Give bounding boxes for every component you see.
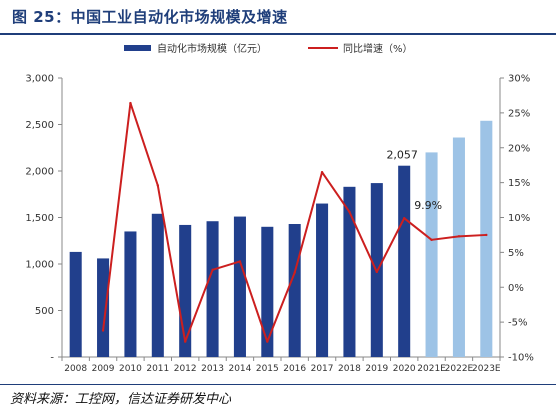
line-point <box>430 238 433 242</box>
bar <box>425 152 438 357</box>
y-left-tick-label: - <box>50 353 54 364</box>
x-tick-label: 2016 <box>283 364 306 374</box>
x-tick-label: 2013 <box>201 364 224 374</box>
y-left-tick-label: 1,500 <box>25 213 54 224</box>
y-left-tick-label: 500 <box>35 306 54 317</box>
x-tick-label: 2012 <box>174 364 197 374</box>
line-point <box>238 260 242 263</box>
y-left-tick-label: 3,000 <box>25 74 54 85</box>
y-right-tick-label: 15% <box>508 178 530 189</box>
line-point <box>266 340 269 343</box>
legend-bar-label: 自动化市场规模（亿元） <box>157 42 267 55</box>
legend-line-label: 同比增速（%） <box>343 42 413 55</box>
line-point <box>211 268 214 272</box>
y-right-tick-label: 25% <box>508 108 530 119</box>
x-tick-label: 2021E <box>417 364 446 374</box>
y-right-tick-label: -10% <box>508 353 534 364</box>
x-tick-label: 2019 <box>365 364 388 374</box>
line-point <box>101 329 105 332</box>
chart: 自动化市场规模（亿元） 同比增速（%） - 500 1,000 1,500 2,000 2… <box>25 42 533 375</box>
bar <box>452 137 465 357</box>
y-right-tick-label: 10% <box>508 213 530 224</box>
line-point <box>348 210 351 214</box>
chart-axes: - 500 1,000 1,500 2,000 2,500 3,000 -10% -5% 0% 5%… <box>25 74 533 375</box>
bar <box>124 231 137 357</box>
bar <box>151 213 164 357</box>
legend-bar-swatch <box>124 45 151 51</box>
y-left-tick-label: 2,000 <box>25 167 54 178</box>
x-tick-label: 2008 <box>64 364 87 374</box>
x-tick-label: 2022E <box>445 364 474 374</box>
y-right-tick-label: 5% <box>508 248 524 259</box>
line-value-label: 9.9% <box>414 199 442 212</box>
line-point <box>293 271 296 274</box>
chart-title: 图 25：中国工业自动化市场规模及增速 <box>12 8 288 26</box>
line-point <box>183 340 187 343</box>
bar <box>233 216 246 357</box>
line-point <box>129 101 132 105</box>
x-tick-label: 2011 <box>146 364 169 374</box>
y-left-tick-label: 1,000 <box>25 260 54 271</box>
y-right-tick-label: -5% <box>508 318 527 329</box>
line-point <box>375 270 379 274</box>
chart-legend: 自动化市场规模（亿元） 同比增速（%） <box>124 42 413 55</box>
y-right-tick-label: 20% <box>508 143 530 154</box>
x-tick-label: 2017 <box>311 364 334 374</box>
data-labels: 2,057 9.9% <box>386 149 442 212</box>
y-right-tick-label: 30% <box>508 74 530 85</box>
bar-value-label: 2,057 <box>386 149 418 162</box>
line-series <box>101 101 488 343</box>
footer-divider <box>0 384 556 385</box>
bar <box>261 226 274 357</box>
x-tick-label: 2009 <box>92 364 115 374</box>
bar <box>288 224 301 357</box>
bar <box>343 186 356 357</box>
x-tick-label: 2015 <box>256 364 279 374</box>
bar <box>69 251 82 357</box>
line-point <box>320 170 324 174</box>
bar <box>398 165 411 357</box>
y-left-tick-label: 2,500 <box>25 120 54 131</box>
y-right-tick-label: 0% <box>508 283 524 294</box>
x-tick-label: 2014 <box>228 364 251 374</box>
line-point <box>457 235 461 238</box>
bar <box>316 203 329 357</box>
line-point <box>402 216 406 220</box>
bar <box>97 258 110 357</box>
bar <box>480 120 493 357</box>
line-point <box>156 184 160 187</box>
x-tick-label: 2023E <box>472 364 501 374</box>
title-divider <box>0 33 556 35</box>
x-tick-label: 2020 <box>393 364 416 374</box>
x-tick-label: 2010 <box>119 364 142 374</box>
source-note: 资料来源：工控网，信达证券研发中心 <box>10 392 232 407</box>
bar <box>206 221 219 357</box>
x-tick-label: 2018 <box>338 364 361 374</box>
line-point <box>485 233 488 237</box>
bar-series <box>69 120 493 357</box>
